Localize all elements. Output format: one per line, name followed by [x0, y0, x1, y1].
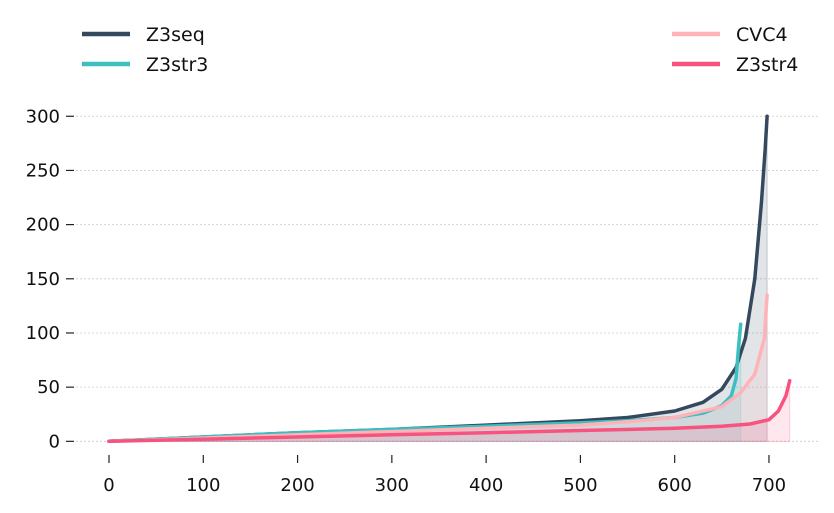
x-tick-label: 400 — [469, 475, 503, 496]
x-tick-label: 100 — [186, 475, 220, 496]
series-lines — [107, 114, 792, 444]
y-tick-label: 50 — [37, 377, 60, 398]
y-tick-label: 200 — [26, 215, 60, 236]
y-tick-label: 150 — [26, 269, 60, 290]
y-tick-label: 250 — [26, 160, 60, 181]
legend-label-cvc4: CVC4 — [736, 24, 788, 46]
x-axis: 0 100 200 300 400 500 600 700 — [103, 455, 786, 496]
x-tick-label: 300 — [375, 475, 409, 496]
y-axis: 0 50 100 150 200 250 300 — [26, 106, 74, 452]
y-tick-label: 0 — [49, 431, 60, 452]
y-tick-label: 100 — [26, 323, 60, 344]
legend: Z3seq Z3str3 CVC4 Z3str4 — [82, 24, 798, 76]
legend-label-z3str4: Z3str4 — [736, 54, 798, 76]
grid-lines — [76, 115, 818, 442]
x-tick-label: 700 — [752, 475, 786, 496]
y-tick-label: 300 — [26, 106, 60, 127]
x-tick-label: 0 — [103, 475, 114, 496]
legend-label-z3seq: Z3seq — [146, 24, 205, 46]
legend-label-z3str3: Z3str3 — [146, 54, 208, 76]
x-tick-label: 500 — [563, 475, 597, 496]
series-line-cvc4 — [107, 293, 769, 444]
x-tick-label: 200 — [280, 475, 314, 496]
series-line-z3str4 — [107, 378, 792, 444]
x-tick-label: 600 — [658, 475, 692, 496]
